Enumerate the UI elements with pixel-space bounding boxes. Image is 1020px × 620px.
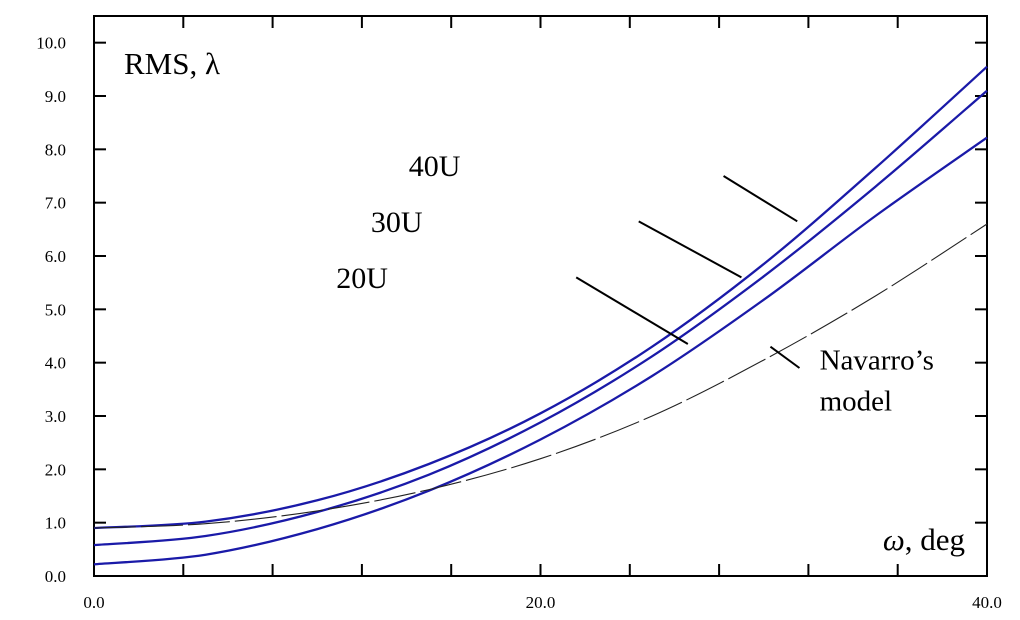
y-tick-label: 2.0 bbox=[45, 460, 66, 479]
series-annotations: 40U 30U 20U Navarro’s model bbox=[336, 150, 934, 418]
y-tick-label: 9.0 bbox=[45, 87, 66, 106]
y-tick-label: 3.0 bbox=[45, 407, 66, 426]
y-tick-label: 1.0 bbox=[45, 514, 66, 533]
y-tick-label: 10.0 bbox=[36, 34, 66, 53]
series-line-navarro-s-model bbox=[93, 223, 988, 529]
annotation-leader-line bbox=[723, 175, 798, 223]
y-tick-label: 7.0 bbox=[45, 194, 66, 213]
x-axis-unit: , deg bbox=[905, 522, 965, 557]
x-axis-title: ω, deg bbox=[883, 522, 965, 557]
annotation-label-line: model bbox=[820, 386, 893, 418]
series-line-20u bbox=[93, 136, 988, 566]
y-tick-label: 4.0 bbox=[45, 354, 66, 373]
y-tick-label: 0.0 bbox=[45, 567, 66, 586]
y-tick-label: 8.0 bbox=[45, 140, 66, 159]
x-tick-label: 40.0 bbox=[972, 593, 1002, 612]
x-tick-label: 20.0 bbox=[526, 593, 556, 612]
series-label-30u: 30U bbox=[371, 206, 423, 239]
y-tick-label: 5.0 bbox=[45, 300, 66, 319]
y-tick-label: 6.0 bbox=[45, 247, 66, 266]
axis-ticks bbox=[93, 16, 988, 577]
tick-labels: 0.0 20.0 40.0 0.0 1.0 2.0 3.0 4.0 5.0 6.0 7.0 8.0 9.… bbox=[36, 34, 1002, 612]
series-lines bbox=[93, 65, 988, 566]
x-tick-label: 0.0 bbox=[83, 593, 104, 612]
plot-frame bbox=[93, 15, 988, 577]
x-axis-symbol: ω bbox=[883, 522, 905, 557]
series-label-20u: 20U bbox=[336, 262, 388, 295]
series-line-40u bbox=[93, 65, 988, 530]
annotation-leader-line bbox=[769, 345, 801, 369]
annotation-leader-line bbox=[575, 276, 689, 345]
annotation-leader-line bbox=[638, 220, 742, 279]
series-label-40u: 40U bbox=[409, 150, 461, 183]
series-line-30u bbox=[93, 89, 988, 547]
y-axis-title: RMS, λ bbox=[124, 46, 220, 81]
annotation-label-line: Navarro’s bbox=[820, 345, 934, 377]
